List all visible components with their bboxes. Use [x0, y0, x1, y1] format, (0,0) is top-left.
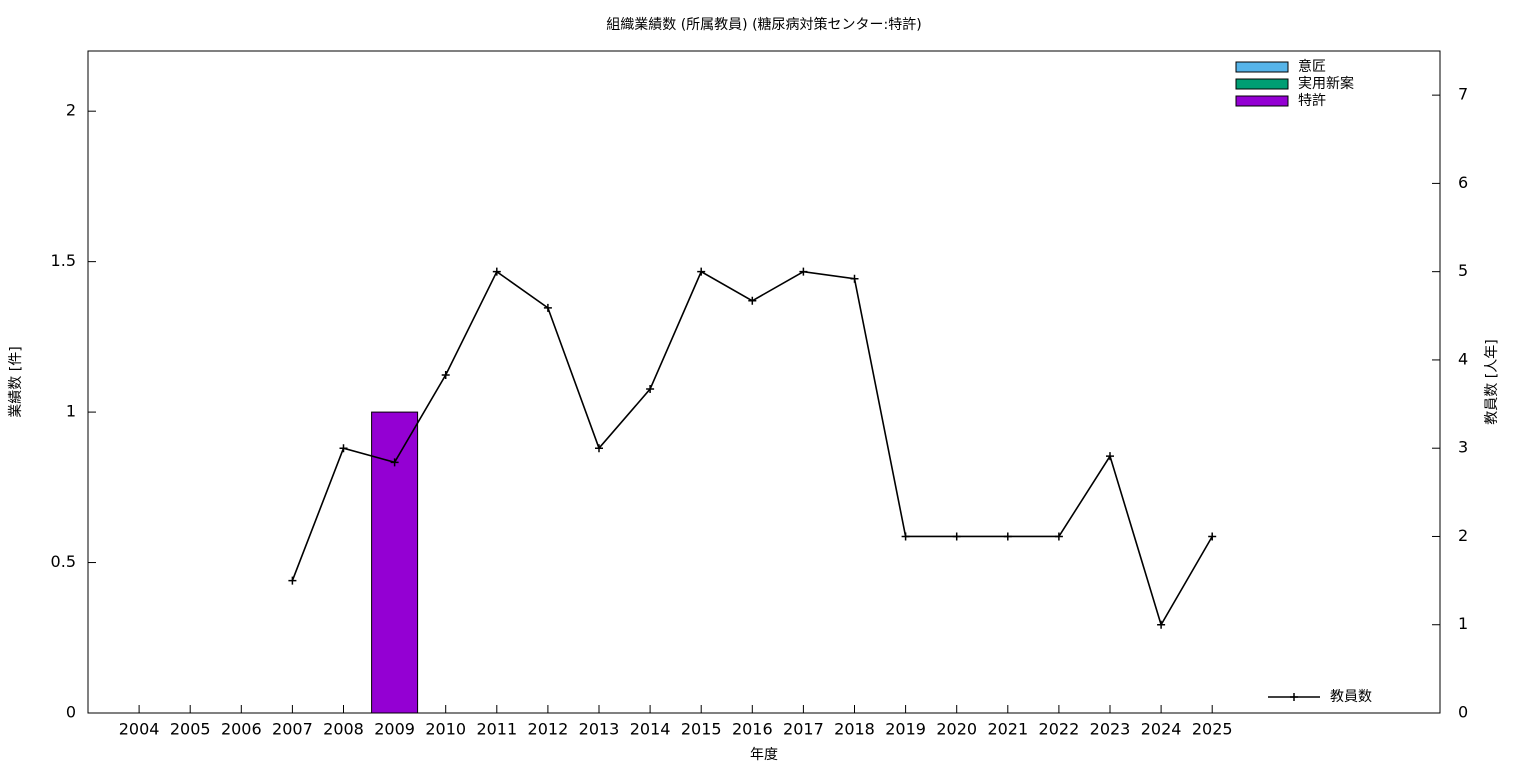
point-marker — [1054, 532, 1063, 541]
point-marker — [288, 576, 297, 585]
y2-tick-label: 6 — [1458, 173, 1468, 192]
y-tick-label: 0 — [66, 703, 76, 722]
x-tick-label: 2024 — [1141, 720, 1182, 739]
chart-title: 組織業績数 (所属教員) (糖尿病対策センター:特許) — [606, 16, 921, 33]
x-tick-label: 2011 — [476, 720, 517, 739]
point-marker — [1208, 532, 1217, 541]
point-marker — [850, 274, 859, 283]
y2-tick-label: 4 — [1458, 349, 1468, 368]
legend-label: 実用新案 — [1298, 75, 1354, 92]
point-marker — [543, 303, 552, 312]
point-marker — [646, 385, 655, 394]
x-tick-label: 2018 — [834, 720, 875, 739]
point-marker — [901, 532, 910, 541]
y2-tick-label: 5 — [1458, 261, 1468, 280]
x-tick-label: 2020 — [936, 720, 977, 739]
legend-label: 意匠 — [1298, 58, 1326, 75]
x-tick-label: 2021 — [987, 720, 1028, 739]
legend-marker — [1290, 693, 1298, 701]
point-marker — [697, 267, 706, 276]
point-marker — [1106, 452, 1114, 461]
point-marker — [595, 444, 603, 453]
y-tick-label: 1 — [66, 402, 76, 421]
x-tick-label: 2015 — [681, 720, 722, 739]
legend-label: 教員数 — [1330, 689, 1372, 705]
x-tick-label: 2014 — [630, 720, 671, 739]
y2-tick-label: 0 — [1458, 703, 1468, 722]
y-tick-label: 2 — [66, 101, 76, 120]
y-tick-label: 0.5 — [51, 552, 76, 571]
x-tick-label: 2017 — [783, 720, 824, 739]
y2-axis-label: 教員数 [人年] — [1484, 339, 1500, 424]
x-tick-label: 2008 — [323, 720, 364, 739]
point-marker — [1003, 532, 1012, 541]
x-tick-label: 2023 — [1090, 720, 1131, 739]
line — [291, 270, 1213, 627]
point-marker — [748, 296, 757, 305]
point-marker — [952, 532, 961, 541]
x-axis-label: 年度 — [750, 747, 778, 763]
x-tick-label: 2010 — [425, 720, 466, 739]
legend-swatch — [1235, 95, 1289, 107]
y2-tick-label: 2 — [1458, 526, 1468, 545]
x-tick-label: 2013 — [579, 720, 620, 739]
x-tick-label: 2004 — [119, 720, 160, 739]
y-tick-label: 1.5 — [51, 251, 76, 270]
x-tick-label: 2016 — [732, 720, 773, 739]
point-marker — [1157, 620, 1166, 629]
x-tick-label: 2022 — [1039, 720, 1080, 739]
y2-tick-label: 3 — [1458, 438, 1468, 457]
x-tick-label: 2012 — [528, 720, 569, 739]
point-marker — [492, 267, 501, 276]
x-tick-label: 2019 — [885, 720, 926, 739]
x-tick-label: 2006 — [221, 720, 262, 739]
legend-swatch — [1235, 78, 1289, 90]
point-marker — [339, 444, 348, 453]
x-tick-label: 2005 — [170, 720, 211, 739]
plot-frame — [87, 50, 1441, 714]
point-marker — [441, 370, 450, 379]
legend-swatch — [1235, 61, 1289, 73]
x-tick-label: 2025 — [1192, 720, 1233, 739]
y-axis-label: 業績数 [件] — [8, 346, 24, 417]
x-tick-label: 2009 — [374, 720, 415, 739]
x-tick-label: 2007 — [272, 720, 313, 739]
y2-tick-label: 1 — [1458, 614, 1468, 633]
legend-label: 特許 — [1298, 93, 1326, 109]
point-marker — [390, 458, 399, 467]
y2-tick-label: 7 — [1458, 85, 1468, 104]
point-marker — [799, 267, 808, 276]
